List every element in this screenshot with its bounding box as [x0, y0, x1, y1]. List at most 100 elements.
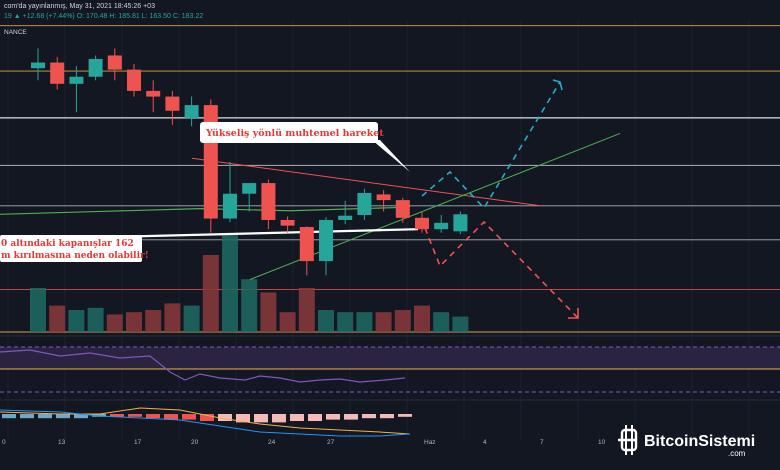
macd-bar: [380, 414, 394, 419]
support-line: [139, 228, 419, 238]
bitcoin-logo-icon: [618, 425, 638, 455]
volume-bar: [298, 288, 315, 332]
volume-bar: [375, 312, 392, 332]
macd-bar: [236, 414, 250, 423]
volume-bar: [337, 312, 354, 332]
candle-body: [165, 96, 180, 111]
bearish-note-line-2: m kırılmasına neden olabilir!: [1, 251, 149, 261]
macd-bar: [308, 414, 322, 421]
bullish-note-text: Yükseliş yönlü muhtemel hareket: [205, 128, 384, 139]
macd-bar: [74, 414, 88, 419]
volume-bar: [452, 316, 469, 332]
volume-bars: [30, 235, 469, 332]
volume-bar: [433, 312, 450, 332]
candle-body: [184, 105, 199, 118]
volume-bar: [87, 307, 104, 332]
macd-bar: [272, 414, 286, 423]
volume-bar: [106, 314, 123, 332]
x-tick-label: 4: [483, 439, 487, 446]
candle-body: [146, 90, 161, 97]
volume-bar: [222, 235, 238, 332]
bearish-callout: 0 altındaki kapanışlar 162 m kırılmasına…: [0, 235, 149, 262]
volume-bar: [49, 305, 66, 332]
macd-bar: [290, 414, 304, 421]
bullish-callout-box: [200, 122, 378, 143]
macd-histogram: [2, 414, 412, 423]
bullish-arrowhead: [552, 79, 563, 91]
x-tick-label: 17: [134, 439, 142, 446]
x-tick-label: 24: [268, 439, 276, 446]
macd-bar: [182, 414, 196, 420]
watermark: BitcoinSistemi .com: [618, 425, 755, 458]
x-tick-label: 13: [58, 439, 66, 446]
volume-bar: [183, 305, 200, 332]
descending-trendline: [191, 157, 541, 207]
macd-bar: [398, 414, 412, 417]
rsi-panel: [0, 335, 780, 393]
macd-panel: [0, 399, 780, 437]
volume-bar: [202, 255, 219, 332]
candle-body: [223, 193, 237, 219]
callout-pointer: [372, 140, 410, 172]
macd-bar: [56, 414, 70, 419]
macd-bar: [326, 414, 340, 420]
vertical-gridlines: [7, 20, 750, 440]
x-tick-label: Haz: [424, 439, 436, 446]
volume-bar: [318, 310, 334, 332]
candle-body: [395, 200, 410, 218]
candle-body: [338, 215, 353, 220]
volume-bar: [394, 310, 411, 332]
candle-body: [127, 69, 141, 91]
volume-bar: [126, 312, 142, 332]
candle-body: [357, 193, 372, 215]
volume-bar: [279, 312, 296, 332]
projection-arrows: [421, 79, 579, 319]
candle-body: [319, 219, 333, 262]
rsi-line: [0, 349, 406, 383]
x-tick-label: 0: [2, 439, 6, 446]
candle-body: [69, 76, 84, 84]
candle-body: [453, 214, 468, 232]
candle-body: [88, 59, 103, 77]
x-tick-label: 7: [540, 439, 544, 446]
macd-bar: [38, 414, 52, 419]
header-line-2: 19 ▲ +12.68 (+7.44%) O: 170.48 H: 185.81…: [4, 13, 203, 20]
macd-bar: [20, 414, 34, 419]
x-axis: 0 13 17 20 24 27 Haz 4 7 10: [2, 439, 606, 446]
macd-bar: [110, 414, 124, 417]
bearish-arrowhead: [568, 308, 579, 319]
volume-bar: [164, 303, 181, 332]
macd-bar: [362, 414, 376, 419]
candle-body: [261, 183, 276, 220]
candle-body: [415, 217, 429, 230]
volume-bar: [260, 292, 277, 332]
macd-bar: [128, 414, 142, 417]
bullish-callout: Yükseliş yönlü muhtemel hareket: [200, 122, 410, 172]
x-tick-label: 10: [598, 439, 606, 446]
candle-body: [107, 55, 122, 70]
header-line-1: com'da yayınlanmış, May 31, 2021 18:45:2…: [4, 3, 155, 10]
volume-bar: [241, 279, 258, 332]
candle-body: [299, 227, 314, 262]
volume-bar: [145, 310, 162, 332]
candle-body: [434, 222, 449, 230]
macd-signal-line: [0, 407, 411, 435]
bearish-projection: [424, 220, 579, 319]
candle-body: [280, 219, 295, 226]
watermark-sub: .com: [728, 449, 746, 458]
macd-bar: [200, 414, 214, 421]
macd-bar: [218, 414, 232, 421]
bullish-projection: [421, 81, 561, 210]
volume-bar: [356, 312, 373, 332]
watermark-brand: BitcoinSistemi: [644, 433, 755, 450]
exchange-label: NANCE: [4, 29, 27, 36]
candle-body: [376, 194, 391, 201]
volume-bar: [30, 288, 46, 332]
macd-bar: [254, 414, 268, 423]
bearish-note-line-1: 0 altındaki kapanışlar 162: [1, 239, 134, 249]
bearish-callout-box: [0, 235, 142, 262]
candle-body: [242, 183, 257, 194]
macd-bar: [164, 414, 178, 420]
macd-line: [0, 409, 411, 437]
